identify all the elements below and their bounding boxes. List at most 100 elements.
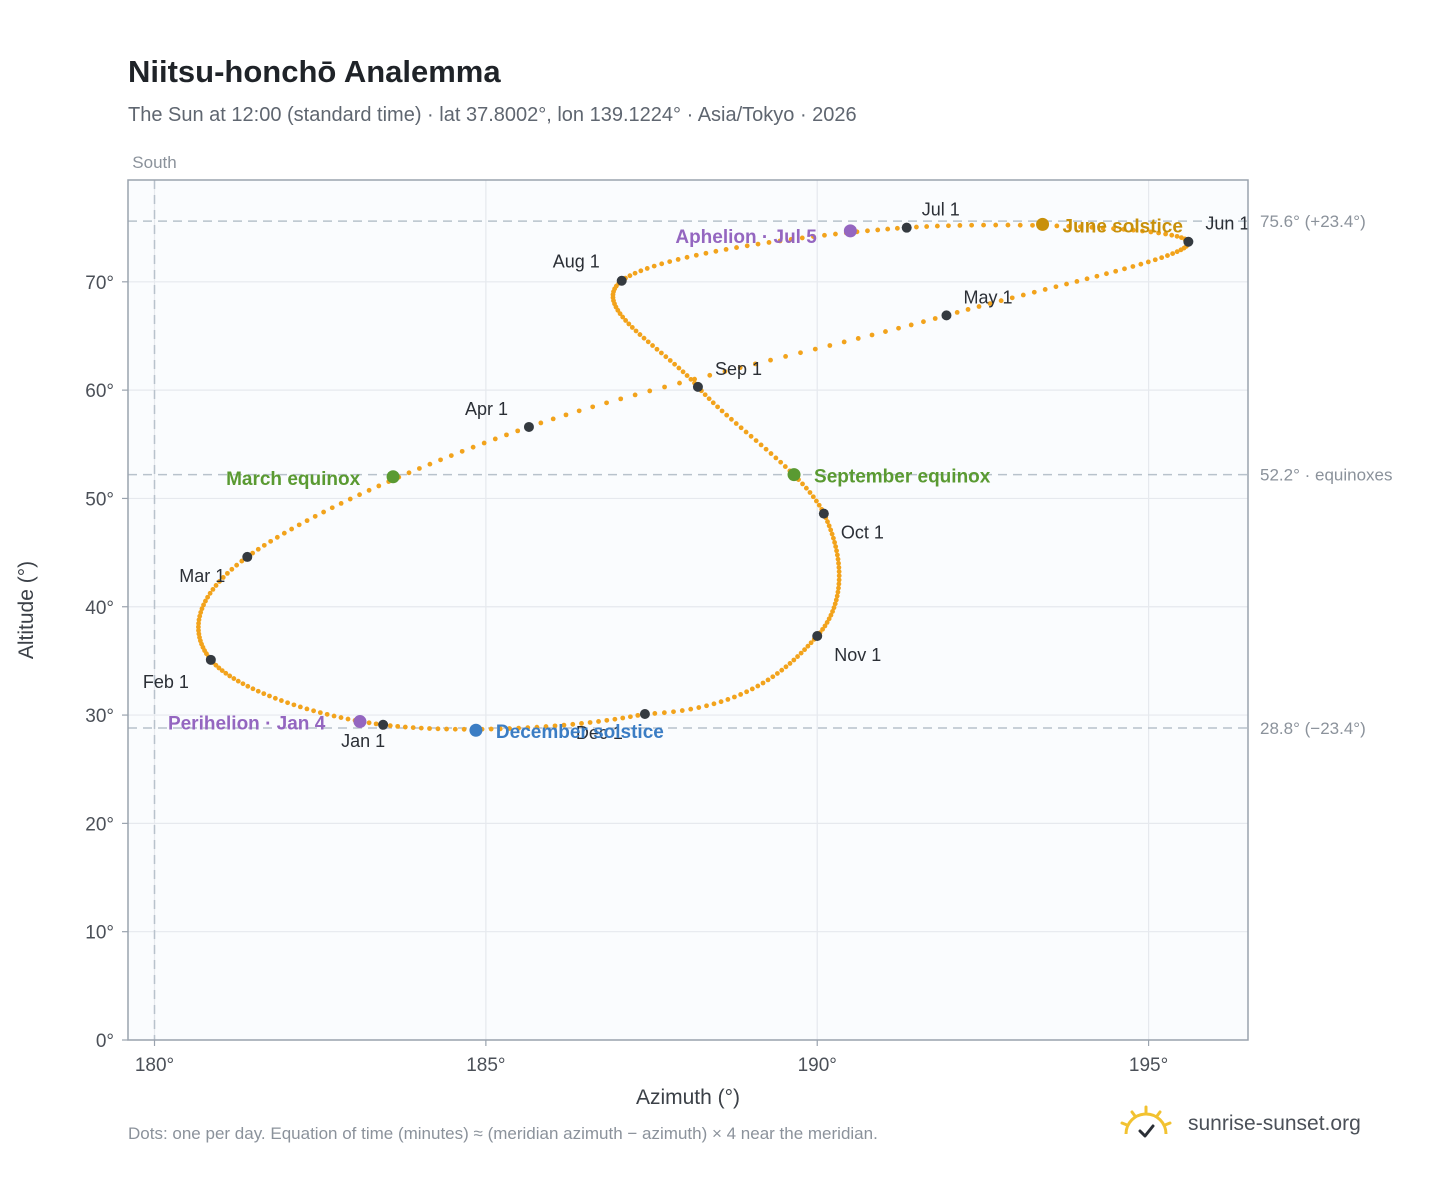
daily-dot: [777, 238, 783, 244]
daily-dot: [755, 241, 761, 247]
daily-dot: [1111, 226, 1116, 231]
daily-dot: [410, 725, 416, 731]
daily-dot: [1053, 284, 1059, 290]
daily-dot: [304, 518, 310, 524]
daily-dot: [667, 358, 673, 363]
daily-dot: [604, 400, 609, 406]
daily-dot: [702, 392, 708, 398]
month-marker-label: Jun 1: [1205, 214, 1249, 234]
daily-dot: [795, 654, 800, 659]
daily-dot: [576, 408, 582, 414]
daily-dot: [969, 222, 975, 228]
daily-dot: [688, 706, 694, 712]
daily-dot: [802, 647, 807, 653]
daily-dot: [1074, 278, 1080, 284]
daily-dot: [671, 709, 676, 715]
x-tick-label: 180°: [135, 1055, 174, 1076]
daily-dot: [803, 485, 809, 491]
brand-name: sunrise-sunset.org: [1188, 1112, 1361, 1135]
daily-dot: [719, 408, 725, 414]
daily-dot: [766, 240, 772, 245]
daily-dot: [833, 544, 839, 549]
reference-line-label: 52.2° · equinoxes: [1260, 466, 1393, 485]
daily-dot: [1148, 229, 1154, 235]
daily-dot: [497, 726, 503, 732]
daily-dot: [579, 721, 584, 726]
daily-dot: [612, 716, 618, 722]
daily-dot: [744, 689, 750, 695]
daily-dot: [1121, 226, 1127, 232]
daily-dot: [1159, 255, 1165, 261]
month-marker: [1183, 236, 1194, 247]
daily-dot: [1009, 295, 1015, 301]
daily-dot: [679, 708, 685, 713]
daily-dot: [734, 245, 739, 250]
daily-dot: [444, 726, 449, 732]
daily-dot: [240, 681, 246, 687]
daily-dot: [427, 461, 433, 467]
daily-dot: [652, 711, 658, 716]
daily-dot: [538, 420, 544, 426]
daily-dot: [914, 224, 919, 230]
daily-dot: [924, 224, 930, 229]
month-marker-label: Aug 1: [553, 252, 600, 272]
daily-dot: [297, 704, 303, 710]
x-axis-label: Azimuth (°): [636, 1086, 740, 1109]
daily-dot: [632, 270, 638, 276]
event-marker: [469, 723, 483, 737]
daily-dot: [798, 350, 803, 356]
daily-dot: [304, 706, 310, 712]
daily-dot: [347, 496, 353, 502]
daily-dot: [1078, 224, 1083, 230]
daily-dot: [749, 686, 755, 692]
daily-dot: [590, 404, 596, 410]
daily-dot: [507, 726, 512, 731]
y-tick-label: 70°: [85, 273, 114, 294]
daily-dot: [822, 623, 828, 629]
daily-dot: [1066, 223, 1072, 229]
daily-dot: [831, 605, 837, 611]
y-tick-label: 0°: [96, 1031, 114, 1052]
daily-dot: [459, 448, 465, 454]
daily-dot: [713, 248, 719, 254]
daily-dot: [711, 701, 717, 707]
daily-dot: [1122, 266, 1127, 272]
month-marker: [639, 708, 650, 719]
daily-dot: [261, 542, 267, 548]
daily-dot: [357, 492, 362, 498]
daily-dot: [774, 671, 780, 676]
daily-dot: [805, 643, 811, 649]
month-marker-label: Jul 1: [922, 200, 960, 220]
daily-dot: [836, 565, 842, 570]
daily-dot: [1170, 251, 1176, 256]
daily-dot: [620, 715, 626, 721]
daily-dot: [227, 673, 233, 679]
daily-dot: [515, 428, 521, 434]
daily-dot: [1089, 224, 1095, 230]
month-marker: [818, 508, 829, 519]
daily-dot: [783, 354, 788, 359]
y-tick-label: 10°: [85, 923, 114, 944]
daily-dot: [703, 250, 709, 256]
daily-dot: [737, 365, 743, 371]
daily-dot: [196, 617, 202, 623]
daily-dot: [481, 440, 487, 446]
daily-dot: [875, 227, 881, 233]
daily-dot: [696, 705, 702, 710]
event-label: September equinox: [814, 467, 991, 488]
daily-dot: [210, 587, 216, 592]
daily-dot: [831, 535, 836, 541]
daily-dot: [836, 581, 842, 587]
daily-dot: [836, 573, 842, 579]
y-tick-label: 60°: [85, 381, 114, 402]
month-marker-label: Oct 1: [841, 523, 884, 543]
daily-dot: [1169, 232, 1175, 238]
daily-dot: [203, 598, 208, 604]
daily-dot: [768, 357, 773, 363]
daily-dot: [748, 433, 754, 439]
brand-logo[interactable]: sunrise-sunset.org: [1118, 1104, 1361, 1144]
daily-dot: [869, 332, 875, 338]
daily-dot: [788, 236, 794, 242]
daily-dot: [641, 335, 647, 341]
daily-dot: [402, 724, 408, 730]
